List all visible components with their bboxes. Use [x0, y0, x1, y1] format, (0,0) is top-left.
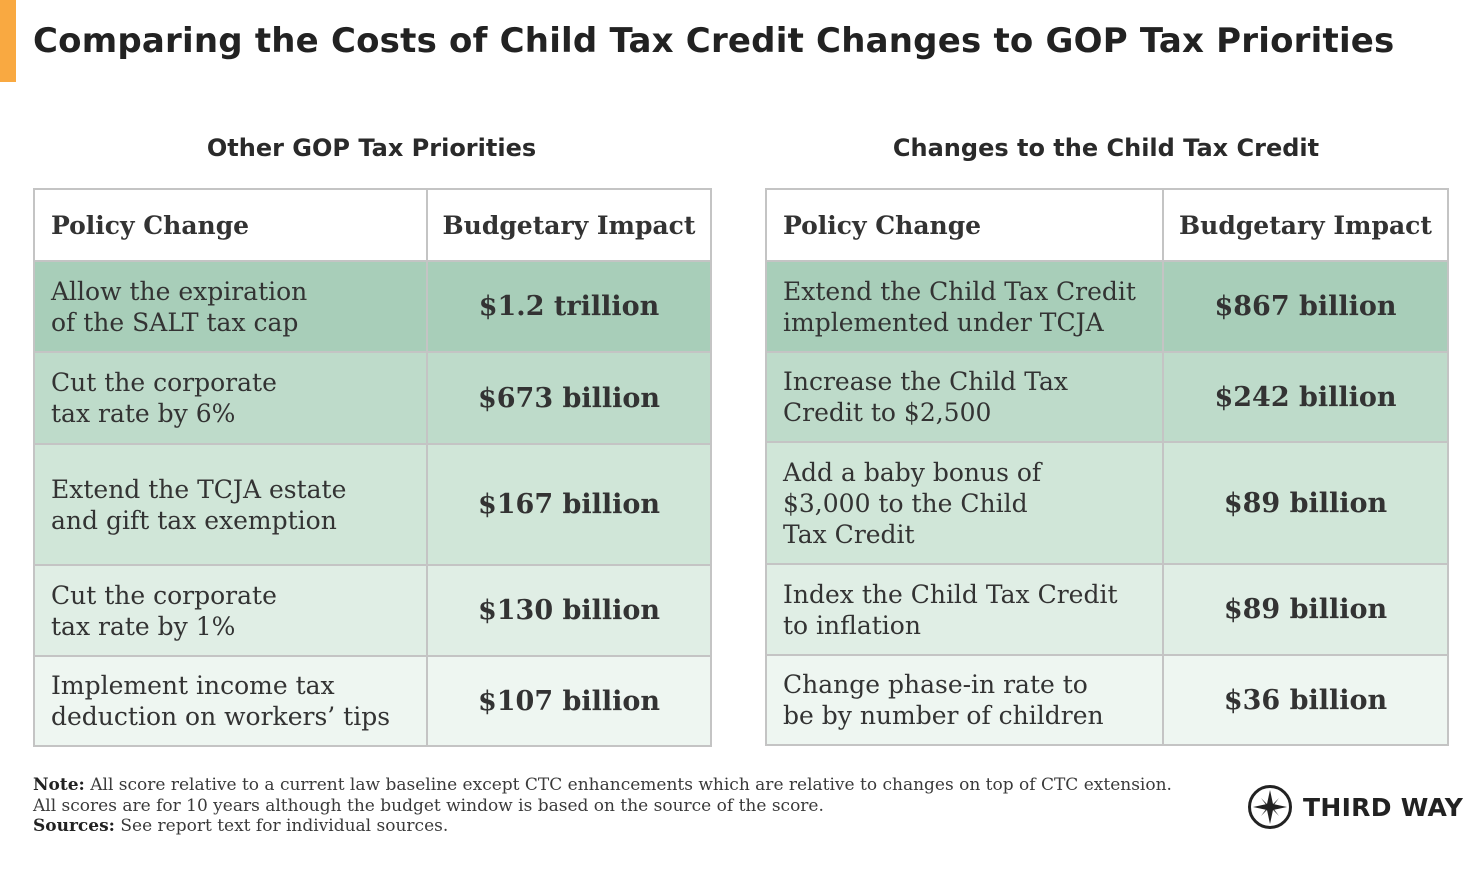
table-title-child-tax-credit: Changes to the Child Tax Credit — [892, 134, 1320, 162]
policy-cell: Change phase-in rate to be by number of c… — [765, 654, 1164, 746]
policy-cell: Increase the Child Tax Credit to $2,500 — [765, 351, 1164, 443]
table-row: Extend the Child Tax Credit implemented u… — [765, 260, 1449, 353]
impact-cell: $36 billion — [1162, 654, 1449, 746]
table-row: Extend the TCJA estate and gift tax exemp… — [33, 443, 712, 566]
impact-cell: $242 billion — [1162, 351, 1449, 443]
policy-line: tax rate by 6% — [51, 399, 236, 428]
table-row: Allow the expiration of the SALT tax cap $… — [33, 260, 712, 353]
impact-cell: $107 billion — [426, 655, 712, 747]
policy-line: Allow the expiration — [51, 276, 308, 306]
policy-line: to inflation — [783, 610, 921, 640]
policy-line: Index the Child Tax Credit — [783, 579, 1118, 609]
impact-cell: $1.2 trillion — [426, 260, 712, 353]
policy-line: Credit to $2,500 — [783, 398, 992, 427]
footnotes: Note: All score relative to a current la… — [33, 775, 1172, 837]
policy-line: Change phase-in rate to — [783, 670, 1088, 699]
table-row: Index the Child Tax Credit to inflation $8… — [765, 563, 1449, 656]
column-header-policy: Policy Change — [765, 188, 1164, 262]
header-row: Policy Change Budgetary Impact — [33, 188, 712, 262]
policy-cell: Index the Child Tax Credit to inflation — [765, 563, 1164, 656]
policy-cell: Cut the corporate tax rate by 1% — [33, 564, 428, 657]
accent-bar — [0, 0, 16, 82]
column-header-policy: Policy Change — [33, 188, 428, 262]
impact-cell: $167 billion — [426, 443, 712, 566]
policy-line: deduction on workers’ tips — [51, 702, 391, 731]
policy-line: Extend the TCJA estate — [51, 474, 347, 504]
table-row: Cut the corporate tax rate by 6% $673 bill… — [33, 351, 712, 445]
policy-cell: Extend the Child Tax Credit implemented u… — [765, 260, 1164, 353]
gop-priorities-table: Policy Change Budgetary Impact Allow the… — [33, 188, 712, 747]
policy-line: Increase the Child Tax — [783, 367, 1068, 396]
sources-line: Sources: See report text for individual … — [33, 816, 1172, 837]
policy-line: of the SALT tax cap — [51, 307, 299, 337]
table-row: Add a baby bonus of $3,000 to the Child Ta… — [765, 441, 1449, 565]
table-row: Cut the corporate tax rate by 1% $130 bill… — [33, 564, 712, 657]
policy-line: Extend the Child Tax Credit — [783, 276, 1136, 306]
sources-text: See report text for individual sources. — [120, 816, 449, 836]
impact-cell: $673 billion — [426, 351, 712, 445]
policy-cell: Cut the corporate tax rate by 6% — [33, 351, 428, 445]
note-line-1: Note: All score relative to a current la… — [33, 775, 1172, 796]
impact-cell: $89 billion — [1162, 441, 1449, 565]
table-row: Increase the Child Tax Credit to $2,500 $2… — [765, 351, 1449, 443]
compass-star-icon — [1248, 785, 1292, 829]
policy-cell: Allow the expiration of the SALT tax cap — [33, 260, 428, 353]
impact-cell: $89 billion — [1162, 563, 1449, 656]
column-header-impact: Budgetary Impact — [426, 188, 712, 262]
policy-cell: Add a baby bonus of $3,000 to the Child Ta… — [765, 441, 1164, 565]
note-text: All score relative to a current law base… — [90, 775, 1172, 795]
policy-cell: Extend the TCJA estate and gift tax exemp… — [33, 443, 428, 566]
brand-logo: THIRD WAY — [1247, 784, 1463, 830]
header-row: Policy Change Budgetary Impact — [765, 188, 1449, 262]
table-title-gop-priorities: Other GOP Tax Priorities — [206, 134, 537, 162]
policy-line: Implement income tax — [51, 671, 335, 700]
policy-line: implemented under TCJA — [783, 307, 1104, 337]
child-tax-credit-table: Policy Change Budgetary Impact Extend th… — [765, 188, 1449, 746]
brand-name: THIRD WAY — [1303, 792, 1464, 822]
policy-line: be by number of children — [783, 701, 1104, 730]
page-title: Comparing the Costs of Child Tax Credit … — [33, 21, 1395, 61]
policy-line: Cut the corporate — [51, 368, 277, 397]
policy-line: and gift tax exemption — [51, 505, 337, 535]
policy-line: tax rate by 1% — [51, 611, 236, 641]
column-header-impact: Budgetary Impact — [1162, 188, 1449, 262]
sources-label: Sources: — [33, 816, 115, 836]
policy-cell: Implement income tax deduction on workers… — [33, 655, 428, 747]
policy-line: $3,000 to the Child — [783, 488, 1028, 518]
policy-line: Tax Credit — [783, 519, 915, 549]
table-row: Implement income tax deduction on workers… — [33, 655, 712, 747]
table-row: Change phase-in rate to be by number of c… — [765, 654, 1449, 746]
impact-cell: $867 billion — [1162, 260, 1449, 353]
policy-line: Cut the corporate — [51, 580, 277, 610]
impact-cell: $130 billion — [426, 564, 712, 657]
note-line-2: All scores are for 10 years although the… — [33, 795, 824, 816]
note-label: Note: — [33, 775, 85, 795]
policy-line: Add a baby bonus of — [783, 457, 1042, 487]
